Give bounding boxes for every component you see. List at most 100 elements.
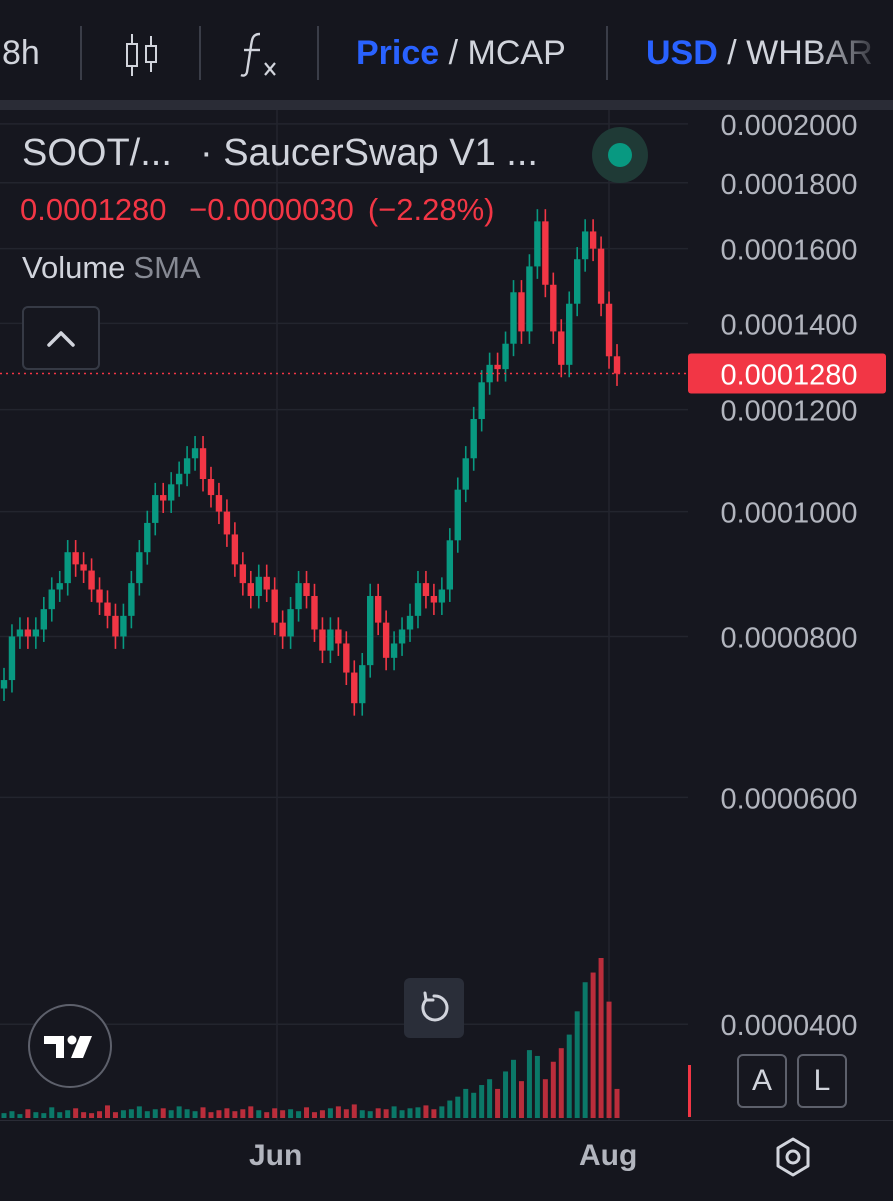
candle-body [295, 583, 302, 610]
collapse-legend-button[interactable] [22, 306, 100, 370]
candle-body [510, 292, 517, 344]
candle-body [88, 570, 95, 590]
status-dot-icon [608, 143, 632, 167]
toolbar-divider [317, 26, 319, 80]
volume-legend[interactable]: Volume SMA [22, 250, 201, 286]
chart-pane[interactable]: 0.0002000 0.0001800 0.0001600 0.0001400 0.00… [0, 110, 893, 1120]
volume-bar [296, 1111, 302, 1118]
tradingview-logo[interactable] [28, 1004, 112, 1088]
candle-body [56, 583, 63, 590]
y-tick-label: 0.0000400 [720, 1010, 857, 1042]
candle-body [327, 629, 334, 651]
indicators-fx-icon[interactable] [238, 30, 284, 85]
candle-body [0, 680, 8, 689]
candle-body [263, 576, 270, 590]
y-tick-label: 0.0001200 [720, 396, 857, 428]
volume-label: Volume [22, 250, 126, 285]
candle-body [462, 458, 469, 490]
candle-body [223, 511, 231, 535]
candle-body [199, 448, 207, 480]
candle-body [112, 615, 119, 637]
volume-bar [280, 1110, 286, 1118]
candle-body [382, 622, 390, 658]
toggle-separator: / [727, 34, 737, 72]
interval-button[interactable]: 8h [2, 34, 40, 72]
candle-body [446, 540, 454, 590]
volume-bar [49, 1107, 55, 1118]
volume-bar [288, 1109, 294, 1118]
volume-bar [248, 1106, 254, 1118]
volume-bar [89, 1113, 95, 1118]
candle-body [438, 589, 446, 603]
volume-bar [176, 1106, 182, 1118]
candle-body [183, 458, 191, 474]
mcap-option[interactable]: MCAP [467, 34, 566, 72]
candle-body [374, 595, 382, 623]
candle-body [430, 595, 438, 603]
reset-icon [421, 991, 449, 1022]
volume-bar [224, 1108, 230, 1118]
y-tick-label: 0.0000600 [720, 783, 857, 815]
candle-body [319, 629, 326, 651]
candle-body [231, 534, 239, 565]
market-status-indicator[interactable] [592, 127, 648, 183]
volume-bar [272, 1108, 278, 1118]
candle-body [613, 356, 621, 374]
candle-body [175, 473, 183, 485]
toolbar-divider [199, 26, 201, 80]
candle-body [239, 564, 247, 584]
y-tick-label: 0.0001000 [720, 498, 857, 530]
close-value: 0.0001280 [20, 192, 167, 227]
volume-bar [335, 1106, 341, 1118]
volume-bar [120, 1110, 126, 1118]
candle-body [406, 615, 414, 630]
toolbar-border [0, 100, 893, 110]
settings-icon[interactable] [772, 1136, 814, 1183]
volume-bar [558, 1048, 564, 1118]
reset-chart-button[interactable] [404, 978, 464, 1038]
candle-body [550, 284, 557, 332]
candle-body [287, 609, 294, 637]
volume-bar [598, 958, 604, 1118]
exchange-name[interactable]: · SaucerSwap V1 ... [200, 132, 538, 174]
y-tick-label: 0.0002000 [720, 110, 857, 142]
volume-bar [431, 1109, 437, 1118]
candles-icon[interactable] [122, 32, 162, 83]
candle-body [470, 419, 477, 459]
volume-bar [399, 1110, 405, 1118]
volume-bar [128, 1109, 134, 1118]
usd-option[interactable]: USD [646, 34, 718, 72]
volume-bar [463, 1088, 469, 1118]
volume-bar [184, 1109, 190, 1118]
auto-scale-button[interactable]: A [737, 1054, 787, 1108]
toggle-separator: / [448, 34, 459, 72]
tradingview-logo-icon [44, 1035, 92, 1058]
candle-body [414, 583, 422, 616]
volume-bar [256, 1110, 262, 1118]
volume-bar [1, 1113, 7, 1118]
volume-bar [192, 1111, 198, 1118]
candle-body [247, 583, 254, 596]
price-option[interactable]: Price [356, 34, 440, 72]
volume-bar [542, 1079, 548, 1118]
ohlc-values: 0.0001280 −0.0000030 (−2.28%) [20, 192, 508, 228]
candle-body [167, 484, 175, 501]
log-scale-button[interactable]: L [797, 1054, 847, 1108]
volume-bar [216, 1110, 222, 1118]
volume-bar [351, 1104, 357, 1118]
time-axis[interactable]: Jun Aug [0, 1120, 893, 1201]
volume-bar [423, 1105, 429, 1118]
candle-body [207, 479, 215, 496]
price-mcap-toggle[interactable]: Price / MCAP [356, 30, 566, 76]
price-chart[interactable]: 0.0002000 0.0001800 0.0001600 0.0001400 0.00… [0, 110, 893, 1120]
candle-body [80, 564, 87, 571]
symbol-name[interactable]: SOOT/... [22, 132, 172, 174]
volume-bar [73, 1108, 79, 1118]
change-value: −0.0000030 [189, 192, 354, 227]
change-percent: (−2.28%) [367, 192, 495, 227]
volume-bar [503, 1071, 509, 1118]
candle-body [120, 615, 127, 637]
volume-bar [511, 1059, 517, 1118]
candle-body [8, 636, 16, 681]
toolbar-divider [80, 26, 82, 80]
